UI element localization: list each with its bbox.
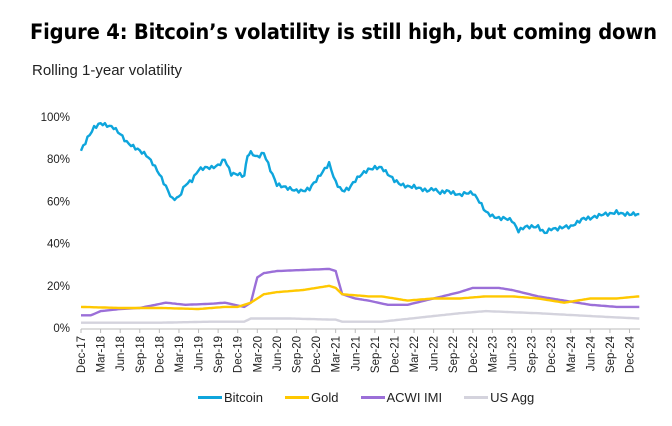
- x-tick-label: Jun-24: [585, 335, 597, 371]
- series-line-gold: [80, 284, 640, 311]
- x-tick-label: Dec-17: [76, 336, 88, 373]
- legend-swatch: [360, 396, 385, 399]
- chart-title: Figure 4: Bitcoin’s volatility is still …: [30, 20, 657, 44]
- y-tick-label: 100%: [41, 112, 70, 124]
- legend-label: ACWI IMI: [386, 390, 443, 405]
- legend-item: US Agg: [464, 390, 534, 405]
- legend: Bitcoin Gold ACWI IMI US Agg: [198, 390, 534, 405]
- x-tick-label: Sep-22: [448, 336, 460, 373]
- y-tick-label: 20%: [47, 281, 70, 293]
- legend-swatch: [285, 396, 310, 399]
- legend-label: Gold: [311, 390, 339, 405]
- x-tick-label: Sep-18: [135, 336, 147, 373]
- x-tick-label: Mar-19: [174, 336, 186, 372]
- y-tick-label: 40%: [47, 239, 70, 251]
- x-tick-label: Mar-21: [331, 336, 343, 372]
- x-tick-label: Sep-21: [370, 336, 382, 373]
- x-tick-label: Jun-23: [507, 336, 519, 371]
- x-tick-label: Jun-20: [272, 336, 284, 371]
- y-tick-label: 80%: [47, 154, 70, 166]
- x-tick-label: Mar-20: [252, 336, 264, 372]
- legend-swatch: [198, 396, 222, 399]
- legend-swatch: [464, 396, 489, 399]
- series-line-acwi-imi: [81, 267, 640, 317]
- x-tick-label: Dec-23: [546, 336, 558, 373]
- x-tick-label: Jun-22: [429, 336, 441, 371]
- legend-item: Bitcoin: [198, 390, 263, 405]
- legend-label: Bitcoin: [224, 390, 264, 405]
- x-tick-label: Mar-24: [566, 335, 578, 372]
- x-tick-label: Mar-22: [409, 336, 421, 372]
- x-tick-label: Sep-24: [605, 335, 617, 373]
- x-tick-label: Dec-19: [233, 336, 245, 373]
- chart-subtitle: Rolling 1-year volatility: [32, 62, 183, 79]
- x-tick-label: Dec-18: [154, 336, 166, 373]
- y-tick-label: 60%: [47, 196, 70, 208]
- y-tick-label: 0%: [53, 323, 70, 335]
- legend-item: Gold: [285, 390, 339, 405]
- series-line-bitcoin: [79, 121, 640, 235]
- x-tick-label: Sep-20: [291, 336, 303, 373]
- legend-item: ACWI IMI: [360, 390, 443, 405]
- x-tick-label: Dec-22: [468, 336, 480, 373]
- x-tick-label: Dec-20: [311, 336, 323, 373]
- x-tick-label: Dec-21: [389, 336, 401, 373]
- legend-label: US Agg: [490, 390, 535, 405]
- x-tick-label: Mar-18: [96, 336, 108, 372]
- x-tick-label: Mar-23: [487, 336, 499, 372]
- x-tick-label: Jun-19: [194, 336, 206, 371]
- x-tick-label: Dec-24: [625, 335, 637, 373]
- x-tick-label: Jun-21: [350, 336, 362, 371]
- x-tick-label: Jun-18: [115, 336, 127, 371]
- x-tick-label: Sep-23: [527, 336, 539, 373]
- series-line-us-agg: [81, 309, 640, 324]
- x-tick-label: Sep-19: [213, 336, 225, 373]
